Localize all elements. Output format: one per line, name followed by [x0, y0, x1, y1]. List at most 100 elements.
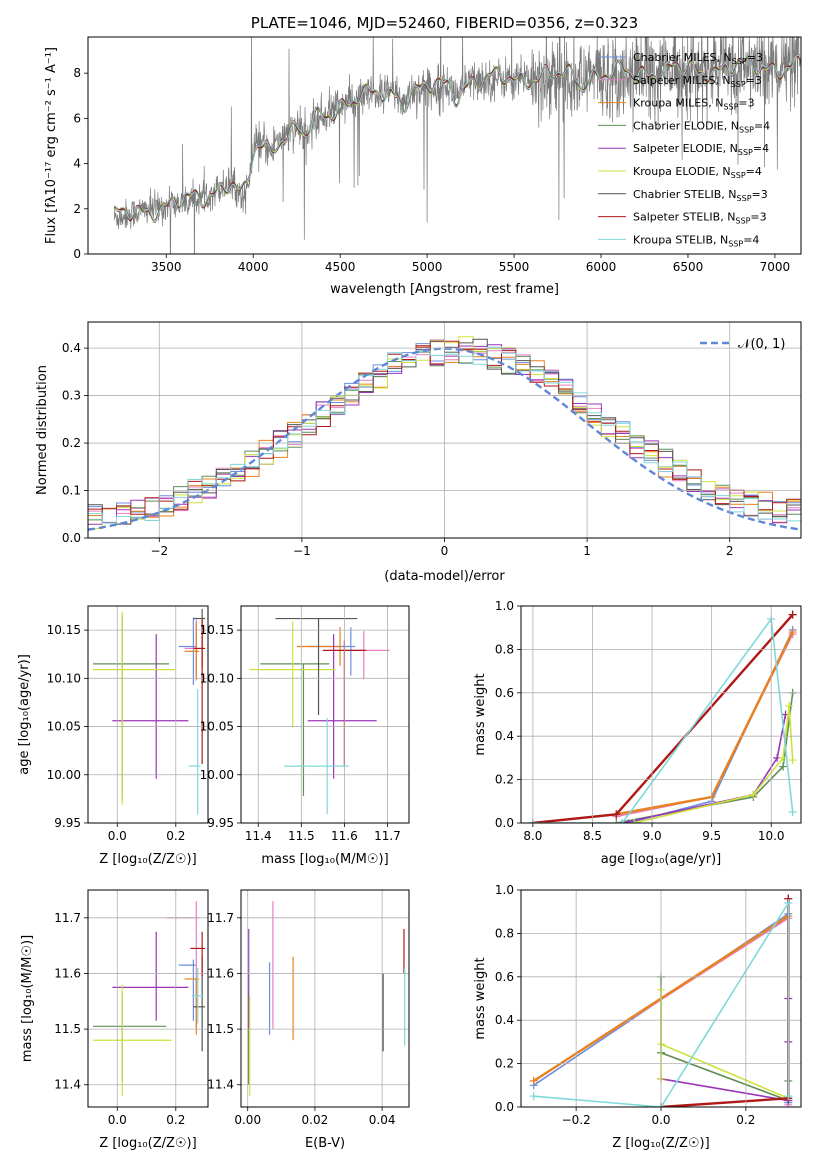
data-spectrum — [113, 37, 801, 254]
legend-label: 𝒩(0, 1) — [738, 337, 785, 352]
y-tick-label: 11.5 — [207, 1022, 234, 1036]
x-tick-label: 0.2 — [166, 1113, 185, 1127]
errorbar-point — [193, 619, 206, 765]
y-tick-label: 11.5 — [54, 1022, 81, 1036]
x-tick-label: 0.0 — [651, 1113, 670, 1127]
x-tick-label: 5500 — [499, 260, 530, 274]
axes-age-vs-Z: 0.0 0.2 9.95 10.00 10.05 10.10 10.15 Z [log₁₀(Z… — [17, 605, 209, 867]
y-axis-label: mass weight — [473, 673, 488, 755]
errorbar-point — [92, 615, 170, 799]
x-tick-label: 9.5 — [702, 829, 721, 843]
y-tick-label: 9.95 — [54, 816, 81, 830]
axes-frame — [87, 605, 209, 824]
x-axis-label: age [log₁₀(age/yr)] — [601, 852, 722, 867]
legend-label: Kroupa STELIB, NSSP=4 — [633, 233, 759, 248]
weight-line-salpeter-miles — [616, 633, 794, 818]
weight-marker — [779, 762, 788, 771]
x-axis-label: Z [log₁₀(Z/Z☉)] — [99, 1136, 196, 1151]
errorbar-point — [191, 967, 204, 1024]
axes-residuals: −2 −1 0 1 2 0.0 0.1 0.2 0.3 0.4 (data-model)/error… — [35, 321, 802, 584]
weight-marker — [785, 701, 794, 710]
x-tick-label: 4000 — [238, 260, 269, 274]
x-tick-label: 5000 — [412, 260, 443, 274]
x-axis-label: E(B-V) — [305, 1136, 345, 1151]
y-tick-label: 0.2 — [495, 1057, 514, 1071]
axes-frame — [240, 605, 410, 824]
x-tick-label: 0.02 — [302, 1113, 329, 1127]
y-tick-label: 0.4 — [495, 1013, 514, 1027]
y-tick-label: 11.4 — [207, 1078, 234, 1092]
y-tick-label: 10.05 — [200, 720, 234, 734]
y-tick-label: 2 — [73, 202, 81, 216]
y-tick-label: 10.00 — [200, 768, 234, 782]
errorbar-point — [92, 992, 167, 1082]
errorbar-point — [92, 984, 172, 1096]
weight-marker — [630, 819, 639, 823]
y-axis-label: mass weight — [473, 957, 488, 1039]
axes-massweight-vs-age: 8.0 8.5 9.0 9.5 10.0 0.0 0.2 0.4 0.6 0.8 1.0 age [l… — [473, 599, 802, 867]
x-axis-label: mass [log₁₀(M/M☉)] — [261, 852, 388, 867]
y-tick-label: 11.4 — [54, 1078, 81, 1092]
y-tick-label: 0.3 — [62, 389, 81, 403]
x-axis-label: wavelength [Angstrom, rest frame] — [330, 282, 559, 297]
weight-marker — [529, 1076, 538, 1085]
legend-label: Salpeter ELODIE, NSSP=4 — [633, 142, 769, 157]
y-tick-label: 10.00 — [47, 768, 81, 782]
errorbar-point — [307, 633, 377, 779]
y-tick-label: 0.8 — [495, 926, 514, 940]
x-tick-label: 7000 — [760, 260, 791, 274]
errorbar-point — [260, 663, 330, 796]
y-tick-label: 8 — [73, 66, 81, 80]
y-tick-label: 0.0 — [495, 816, 514, 830]
y-tick-label: 1.0 — [495, 883, 514, 897]
axes-mass-vs-Z: 0.0 0.2 11.4 11.5 11.6 11.7 Z [log₁₀(Z/Z☉)] mas… — [20, 889, 209, 1151]
y-tick-label: 11.7 — [207, 911, 234, 925]
x-tick-label: 4500 — [325, 260, 356, 274]
x-tick-label: 0.00 — [234, 1113, 261, 1127]
weight-marker — [749, 790, 758, 799]
axes-frame — [240, 889, 410, 1108]
x-axis-label: Z [log₁₀(Z/Z☉)] — [612, 1136, 709, 1151]
weight-marker — [529, 1092, 538, 1101]
errorbar-point — [307, 627, 356, 676]
x-tick-label: 0.2 — [166, 829, 185, 843]
legend-label: Chabrier MILES, NSSP=3 — [633, 51, 763, 66]
y-tick-label: 11.6 — [54, 966, 81, 980]
axes-spectrum: 3500 4000 4500 5000 5500 6000 6500 7000 0 2 4 6 8 PLA… — [44, 14, 802, 297]
x-tick-label: 0.0 — [108, 1113, 127, 1127]
errorbar-point — [190, 931, 206, 977]
weight-marker — [784, 899, 793, 908]
x-tick-label: 11.4 — [245, 829, 272, 843]
errorbar-point — [193, 956, 206, 1052]
x-tick-label: 0.2 — [736, 1113, 755, 1127]
x-axis-label: (data-model)/error — [384, 569, 505, 584]
x-tick-label: 8.5 — [583, 829, 602, 843]
axes-mass-vs-EBV: 0.00 0.02 0.04 11.4 11.5 11.6 11.7 E(B-V) — [207, 889, 410, 1151]
errorbar-point — [112, 633, 189, 779]
x-tick-label: 2 — [726, 544, 734, 558]
x-tick-label: 6000 — [586, 260, 617, 274]
axes-age-vs-mass: 11.4 11.5 11.6 11.7 9.95 10.00 10.05 10.10 10.15… — [200, 605, 410, 867]
x-tick-label: 9.0 — [643, 829, 662, 843]
x-axis-label: Z [log₁₀(Z/Z☉)] — [99, 852, 196, 867]
weight-marker — [784, 1092, 793, 1101]
y-tick-label: 11.6 — [207, 966, 234, 980]
y-tick-label: 10.05 — [47, 720, 81, 734]
plot-area-massweight-vs-Z — [529, 894, 793, 1107]
errorbar-point — [188, 688, 201, 815]
legend-label: Chabrier ELODIE, NSSP=4 — [633, 119, 770, 134]
errorbar-point — [184, 622, 200, 681]
y-tick-label: 0 — [73, 247, 81, 261]
y-tick-label: 0.0 — [62, 531, 81, 545]
plot-area-age-vs-mass — [249, 617, 390, 815]
weight-line-kroupa-miles — [616, 631, 794, 816]
weight-marker — [788, 628, 797, 637]
y-tick-label: 0.6 — [495, 686, 514, 700]
y-tick-label: 0.8 — [495, 642, 514, 656]
weight-marker — [788, 756, 797, 765]
x-tick-label: 6500 — [673, 260, 704, 274]
x-tick-label: 11.6 — [331, 829, 358, 843]
plot-area-mass-vs-Z — [92, 901, 206, 1096]
errorbar-point — [342, 631, 390, 680]
plot-area-mass-vs-EBV — [247, 901, 406, 1096]
